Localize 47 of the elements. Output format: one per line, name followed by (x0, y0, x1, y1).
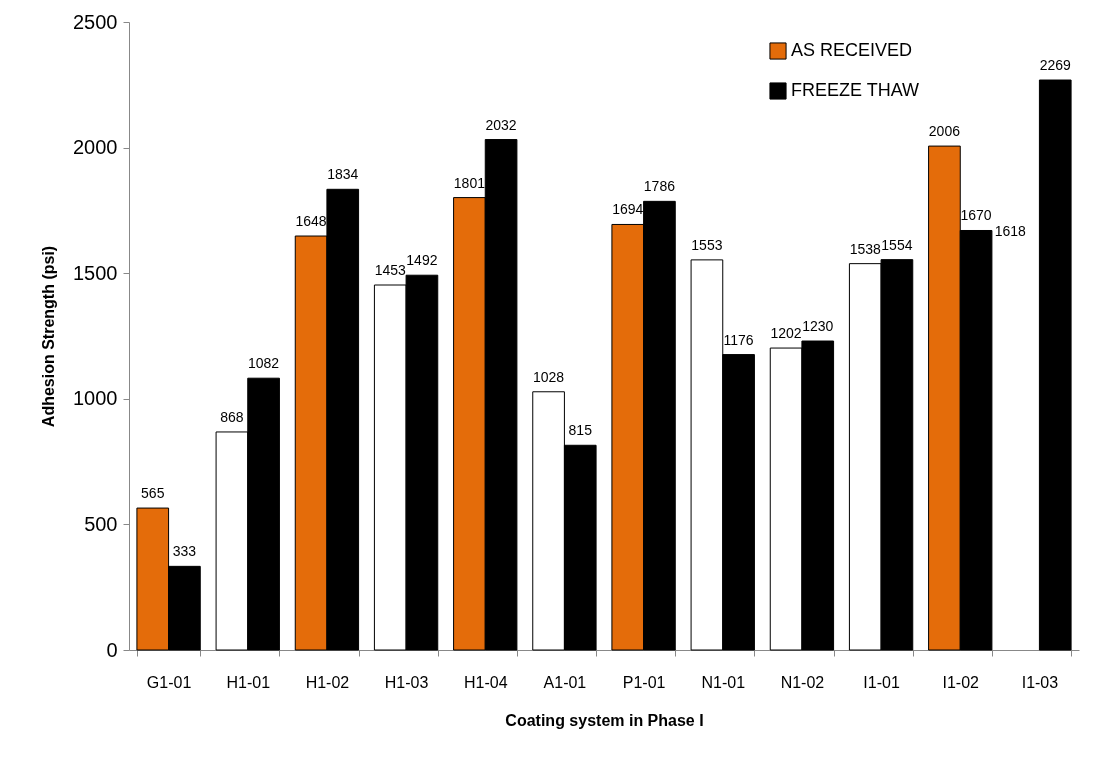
y-tick-label: 1500 (73, 261, 118, 284)
x-tick-label: I1-01 (863, 673, 900, 691)
data-label: 1202 (770, 325, 802, 342)
data-label: 565 (141, 485, 165, 502)
x-tick-label: H1-01 (226, 673, 271, 691)
data-label: 1028 (533, 368, 565, 385)
y-tick-label: 2000 (73, 136, 118, 159)
y-tick-label: 500 (84, 512, 118, 535)
x-tick-label: N1-02 (780, 673, 825, 691)
data-label: 1492 (406, 252, 438, 269)
x-tick-label: H1-04 (463, 673, 508, 691)
x-tick-label: H1-03 (384, 673, 429, 691)
x-tick-label: P1-01 (622, 673, 666, 691)
data-label: 1230 (802, 318, 834, 335)
data-label: 333 (172, 543, 197, 560)
x-tick-label: H1-02 (305, 673, 350, 691)
data-label: 2269 (1039, 57, 1072, 74)
x-tick-label: G1-01 (146, 673, 192, 691)
x-tick-label: N1-01 (701, 673, 746, 691)
data-label: 815 (568, 422, 593, 439)
data-label: 1553 (691, 236, 723, 253)
y-tick-label: 1000 (73, 387, 118, 410)
x-tick-label: I1-02 (942, 673, 980, 691)
data-label: 1648 (295, 213, 327, 230)
x-tick-label: A1-01 (543, 673, 587, 691)
y-axis-title: Adhesion Strength (psi) (40, 245, 58, 428)
bar (1038, 79, 1072, 651)
data-label: 1786 (643, 178, 676, 195)
data-label: 1538 (849, 240, 882, 257)
data-label: 1453 (374, 262, 407, 279)
x-axis-title: Coating system in Phase I (505, 711, 704, 729)
annotation: 1618 (994, 222, 1027, 239)
legend-label: FREEZE THAW (791, 80, 920, 100)
data-label: 1834 (327, 166, 359, 183)
x-tick-label: I1-03 (1021, 673, 1059, 691)
data-label: 1554 (881, 236, 913, 253)
data-label: 1176 (723, 331, 754, 348)
data-label: 1694 (612, 201, 644, 218)
data-label: 1082 (248, 355, 280, 372)
data-label: 868 (220, 408, 244, 425)
y-tick-label: 0 (106, 638, 118, 661)
legend-label: AS RECEIVED (791, 40, 913, 60)
y-tick-label: 2500 (73, 10, 118, 33)
data-label: 1801 (453, 174, 486, 191)
data-label: 2006 (928, 123, 961, 140)
data-label: 2032 (485, 116, 517, 133)
data-label: 1670 (960, 207, 992, 224)
